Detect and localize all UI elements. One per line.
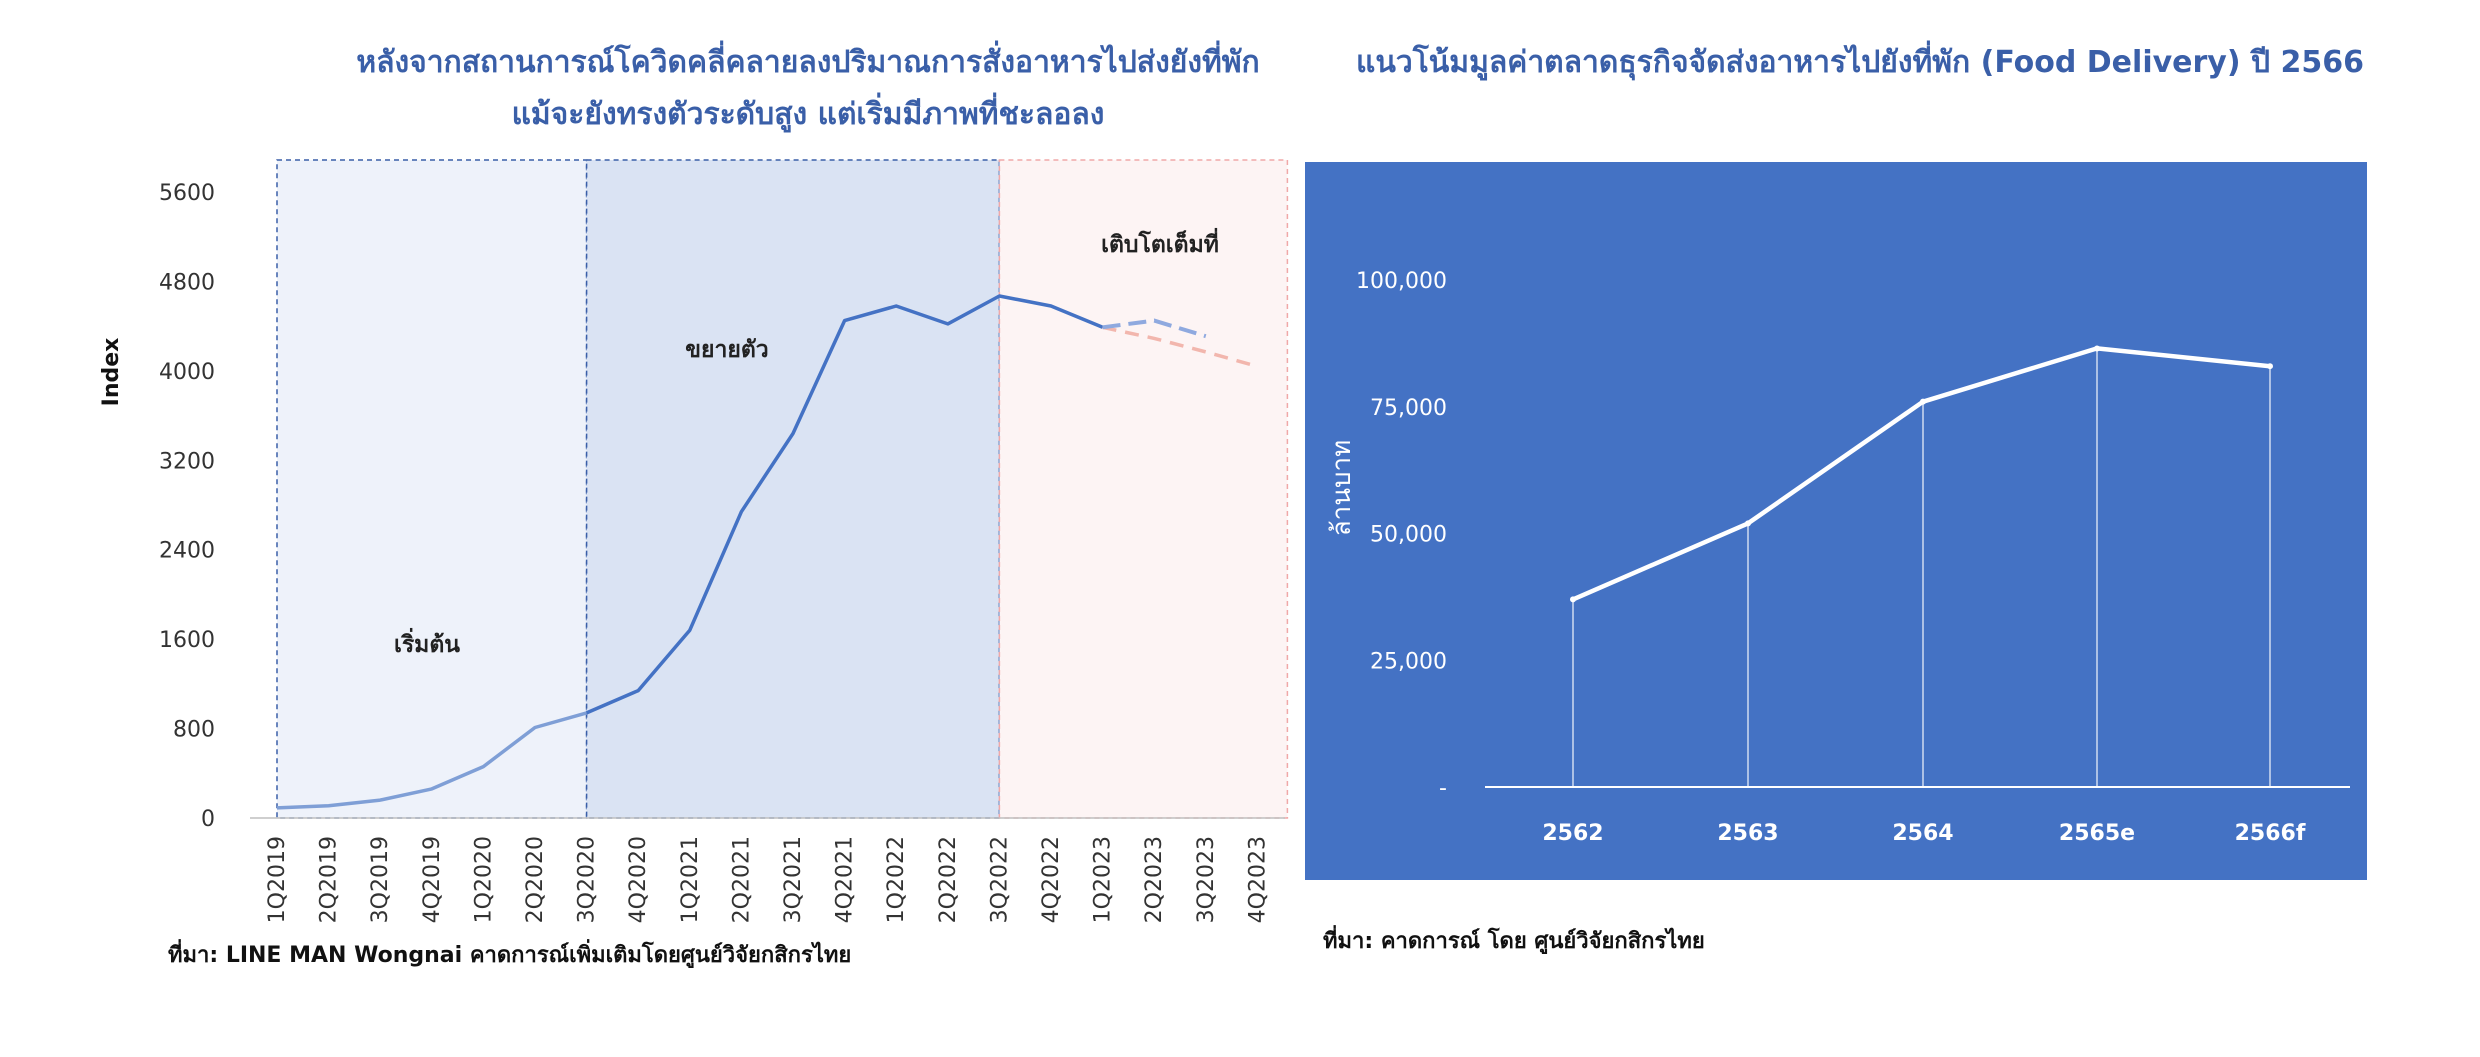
right-chart-title: แนวโน้มมูลค่าตลาดธุรกิจจัดส่งอาหารไปยังท… — [1356, 40, 2364, 81]
x-tick-label: 4Q2020 — [626, 836, 651, 923]
left-chart: หลังจากสถานการณ์โควิดคลี่คลายลงปริมาณการ… — [99, 40, 1289, 969]
region-3-area — [998, 159, 1289, 819]
series-main-line — [585, 294, 1104, 715]
region-2-area — [585, 159, 1001, 819]
left-chart-title-line-1: หลังจากสถานการณ์โควิดคลี่คลายลงปริมาณการ… — [356, 40, 1259, 80]
market-value-point — [2267, 363, 2273, 370]
x-tick-label: 3Q2019 — [368, 836, 393, 923]
x-tick-label: 3Q2020 — [575, 836, 600, 923]
right-x-tick-label: 2562 — [1542, 821, 1603, 846]
right-y-tick-label: 100,000 — [1356, 269, 1447, 294]
right-chart-x-axis: 2562 2563 2564 2565e 2566f — [1542, 821, 2305, 846]
right-chart-source: ที่มา: คาดการณ์ โดย ศูนย์วิจัยกสิกรไทย — [1323, 924, 1705, 955]
x-tick-label: 1Q2019 — [265, 836, 290, 923]
series-forecast-low-line — [1102, 325, 1258, 369]
y-tick-label: 4000 — [159, 360, 215, 385]
market-value-point — [1920, 398, 1926, 405]
region-2-label: ขยายตัว — [685, 337, 768, 363]
y-tick-label: 0 — [201, 807, 215, 832]
right-chart: แนวโน้มมูลค่าตลาดธุรกิจจัดส่งอาหารไปยังท… — [1305, 40, 2367, 955]
market-value-point — [2094, 345, 2100, 352]
x-tick-label: 2Q2020 — [523, 836, 548, 923]
y-tick-label: 800 — [173, 718, 215, 743]
y-tick-label: 5600 — [159, 181, 215, 206]
left-chart-title-line-2: แม้จะยังทรงตัวระดับสูง แต่เริ่มมีภาพที่ช… — [512, 92, 1105, 133]
x-tick-label: 4Q2023 — [1245, 836, 1270, 923]
right-x-tick-label: 2565e — [2059, 821, 2135, 846]
left-chart-source: ที่มา: LINE MAN Wongnai คาดการณ์เพิ่มเติ… — [168, 938, 851, 969]
x-tick-label: 4Q2022 — [1039, 836, 1064, 923]
x-tick-label: 3Q2023 — [1194, 836, 1219, 923]
x-tick-label: 1Q2022 — [884, 836, 909, 923]
x-tick-label: 4Q2019 — [420, 836, 445, 923]
right-y-tick-label: 25,000 — [1370, 649, 1447, 674]
series-forecast-high-line — [1102, 318, 1207, 339]
x-tick-label: 2Q2021 — [729, 836, 754, 923]
region-1-label: เริ่มต้น — [394, 627, 460, 658]
left-chart-series — [276, 294, 1258, 810]
right-x-tick-label: 2564 — [1892, 821, 1953, 846]
left-chart-x-axis: 1Q2019 2Q2019 3Q2019 4Q2019 1Q2020 2Q2020 3Q20… — [265, 836, 1270, 923]
x-tick-label: 4Q2021 — [833, 836, 858, 923]
y-tick-label: 1600 — [159, 628, 215, 653]
right-chart-y-label: ล้านบาท — [1327, 440, 1357, 537]
right-chart-series — [1570, 345, 2273, 787]
region-1-area — [276, 159, 588, 819]
left-chart-regions: เริ่มต้น ขยายตัว เติบโตเต็มที่ — [276, 159, 1289, 819]
right-chart-y-axis: - 25,000 50,000 75,000 100,000 — [1356, 269, 1447, 801]
region-3-label: เติบโตเต็มที่ — [1101, 227, 1219, 258]
x-tick-label: 3Q2022 — [987, 836, 1012, 923]
series-early-line — [276, 711, 588, 810]
right-y-tick-label: 50,000 — [1370, 523, 1447, 548]
y-tick-label: 2400 — [159, 539, 215, 564]
right-x-tick-label: 2566f — [2235, 821, 2306, 846]
y-tick-label: 4800 — [159, 270, 215, 295]
y-tick-label: 3200 — [159, 449, 215, 474]
x-tick-label: 2Q2023 — [1142, 836, 1167, 923]
right-chart-background — [1305, 162, 2367, 880]
x-tick-label: 2Q2019 — [317, 836, 342, 923]
x-tick-label: 1Q2020 — [471, 836, 496, 923]
left-chart-y-axis: 0 800 1600 2400 3200 4000 4800 5600 — [159, 181, 215, 832]
x-tick-label: 1Q2023 — [1091, 836, 1116, 923]
market-value-point — [1745, 520, 1751, 527]
x-tick-label: 3Q2021 — [781, 836, 806, 923]
right-y-tick-label: 75,000 — [1370, 396, 1447, 421]
left-chart-y-label: Index — [99, 338, 124, 407]
right-y-tick-label: - — [1439, 776, 1447, 801]
right-x-tick-label: 2563 — [1717, 821, 1778, 846]
market-value-point — [1570, 596, 1576, 603]
x-tick-label: 1Q2021 — [678, 836, 703, 923]
x-tick-label: 2Q2022 — [936, 836, 961, 923]
